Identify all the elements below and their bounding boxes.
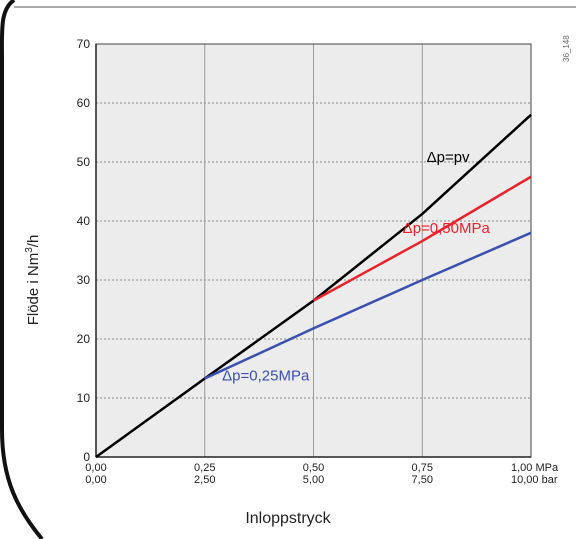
y-axis-label-tail: /h (25, 234, 42, 248)
y-tick-label: 50 (77, 155, 91, 169)
x-tick-label-mpa: 0,50 (303, 462, 324, 474)
x-tick-label-mpa: 0,75 (412, 462, 433, 474)
y-tick-label: 60 (77, 96, 91, 110)
x-tick-label-bar: 2,50 (194, 474, 215, 486)
y-tick-label: 70 (77, 37, 91, 51)
x-axis-label: Inloppstryck (245, 510, 331, 527)
x-tick-label-bar: 5,00 (303, 474, 324, 486)
series-label: Δp=pv (427, 149, 470, 166)
y-tick-label: 40 (77, 214, 91, 228)
y-axis-label-sup: 3 (24, 247, 35, 253)
x-tick-label-bar: 10,00 bar (511, 474, 558, 486)
y-tick-label: 30 (77, 273, 91, 287)
x-tick-label-mpa: 0,00 (85, 462, 106, 474)
y-axis-label: Flöde i Nm3/h (24, 235, 42, 326)
y-axis-label-main: Flöde i Nm (25, 252, 42, 326)
x-tick-label-bar: 7,50 (412, 474, 433, 486)
y-tick-label: 20 (77, 332, 91, 346)
series-line (312, 175, 532, 302)
x-tick-label-mpa: 0,25 (194, 462, 215, 474)
series-label: Δp=0,25MPa (222, 367, 310, 384)
x-tick-label-mpa: 1,00 MPa (511, 462, 559, 474)
series-line (204, 231, 532, 380)
x-tick-label-bar: 0,00 (85, 474, 106, 486)
corner-code-text: 36_148 (562, 35, 571, 62)
y-tick-label: 0 (83, 450, 90, 464)
frame-curve-line (0, 0, 44, 539)
y-tick-label: 10 (77, 391, 91, 405)
series-label: Δp=0,50MPa (403, 220, 491, 237)
